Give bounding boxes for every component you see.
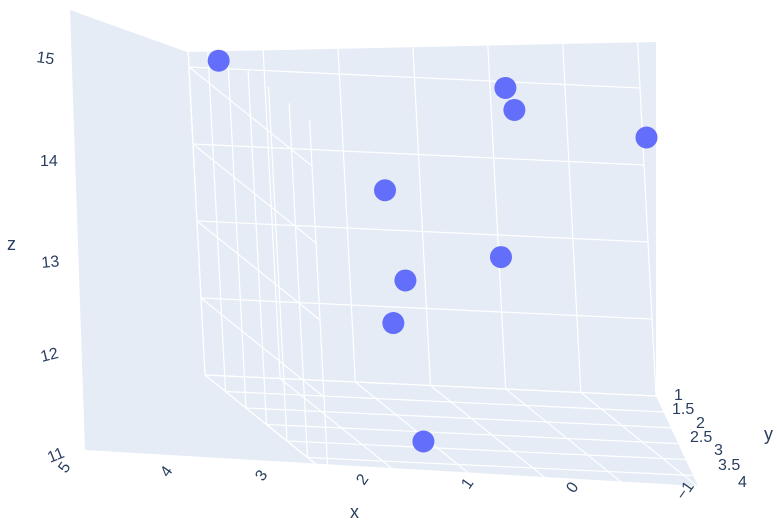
- scatter-point[interactable]: [489, 246, 512, 269]
- scatter-markers: [207, 49, 658, 453]
- floor-y-gridline: [327, 473, 777, 496]
- scatter-point[interactable]: [374, 179, 397, 202]
- z-tick-labels: 15 14 13 12 11: [35, 49, 67, 467]
- left-wall-y-gridline: [206, 37, 227, 392]
- y-tick-label: 1: [674, 387, 683, 404]
- back-wall-x-gridline: [336, 27, 356, 383]
- z-tick-label: 13: [41, 253, 61, 272]
- scatter-point[interactable]: [503, 98, 526, 121]
- back-wall-z-gridline: [196, 220, 649, 243]
- z-axis-title: z: [7, 234, 16, 254]
- y-tick-label: 4: [738, 474, 747, 491]
- left-wall-y-gridline: [227, 53, 247, 409]
- x-tick-label: 5: [55, 459, 74, 476]
- y-tick-labels: 1 1.5 2 2.5 3 3.5 4: [672, 387, 747, 491]
- z-tick-label: 14: [40, 153, 58, 170]
- left-wall: [70, 10, 205, 450]
- y-tick-label: 1.5: [672, 401, 694, 418]
- z-tick-label: 12: [39, 345, 60, 366]
- scatter-point[interactable]: [382, 312, 405, 335]
- left-wall-z-gridline: [192, 143, 317, 244]
- back-wall-z-gridline: [192, 143, 645, 166]
- floor-y-gridline: [204, 374, 657, 397]
- back-wall-z-gridline: [188, 66, 641, 89]
- floor-y-gridline: [266, 423, 718, 447]
- z-tick-label: 15: [35, 49, 55, 68]
- x-tick-label: 2: [353, 471, 372, 488]
- left-wall-y-gridline: [247, 70, 268, 425]
- back-wall-x-gridline: [261, 24, 281, 379]
- back-wall-x-gridline: [411, 31, 432, 386]
- back-wall-x-gridline: [486, 34, 507, 390]
- back-wall-z-gridline: [200, 297, 653, 320]
- scatter-point[interactable]: [635, 126, 658, 149]
- floor-y-gridline: [307, 456, 759, 480]
- left-wall-y-gridline: [186, 20, 206, 376]
- floor-y-gridline: [245, 407, 698, 430]
- y-tick-label: 3: [714, 442, 723, 459]
- x-tick-label: 0: [563, 479, 582, 496]
- y-tick-label: 3.5: [718, 457, 740, 474]
- floor-y-gridline: [225, 390, 677, 414]
- x-tick-label: 3: [252, 467, 271, 484]
- left-wall-z-gridline: [200, 297, 325, 398]
- floor-y-gridline: [286, 440, 739, 463]
- back-wall-x-gridline: [637, 41, 657, 397]
- x-axis-title: x: [350, 502, 359, 522]
- y-tick-label: 2: [696, 415, 705, 432]
- scatter-point[interactable]: [394, 269, 417, 292]
- left-wall-z-gridline: [188, 66, 313, 167]
- x-tick-label: 4: [157, 463, 176, 480]
- y-axis-title: y: [764, 424, 773, 444]
- back-wall-x-gridline: [561, 38, 582, 393]
- z-tick-label: 11: [45, 445, 67, 467]
- scatter-point[interactable]: [494, 76, 517, 99]
- scatter-point[interactable]: [412, 430, 435, 453]
- scatter-point[interactable]: [207, 49, 230, 72]
- grid-lines: [186, 20, 777, 496]
- left-wall-z-gridline: [196, 220, 321, 321]
- y-tick-label: 2.5: [690, 429, 712, 446]
